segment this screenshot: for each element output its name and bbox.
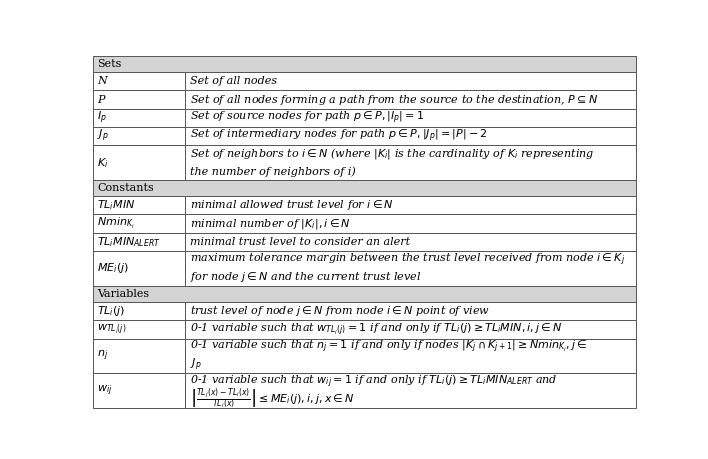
Bar [93,196,185,214]
Text: $TL_i(j)$: $TL_i(j)$ [97,304,125,318]
Bar [185,320,636,339]
Bar [185,233,636,251]
Text: Set of all nodes: Set of all nodes [190,76,277,86]
Bar [93,146,185,180]
Text: 0-1 variable such that $n_j = 1$ if and only if nodes $|K_j \cap K_{j+1}| \geq N: 0-1 variable such that $n_j = 1$ if and … [190,339,588,355]
Text: Variables: Variables [97,289,149,299]
Text: the number of neighbors of i): the number of neighbors of i) [190,166,355,177]
Bar [93,109,185,127]
Text: $\left|\frac{TL_j(x)-TL_i(x)}{TL_i(x)}\right| \leq ME_i(j), i, j, x \in N$: $\left|\frac{TL_j(x)-TL_i(x)}{TL_i(x)}\r… [190,386,355,412]
Text: Constants: Constants [97,183,154,193]
Bar [93,373,185,408]
Text: Set of source nodes for path $p \in P, |I_p| = 1$: Set of source nodes for path $p \in P, |… [190,110,424,126]
Text: P: P [97,95,105,105]
Bar [93,56,636,72]
Bar [93,180,636,196]
Bar [185,302,636,320]
Text: $w_{ij}$: $w_{ij}$ [97,383,113,397]
Text: $J_p$: $J_p$ [190,356,202,373]
Bar [93,233,185,251]
Text: Set of intermediary nodes for path $p \in P, |J_p| = |P| - 2$: Set of intermediary nodes for path $p \i… [190,128,488,145]
Bar [185,90,636,109]
Text: Set of all nodes forming a path from the source to the destination, $P \subseteq: Set of all nodes forming a path from the… [190,93,598,106]
Bar [185,373,636,408]
Bar [93,90,185,109]
Bar [93,72,185,90]
Bar [185,196,636,214]
Bar [93,127,185,146]
Text: maximum tolerance margin between the trust level received from node $i \in K_j$: maximum tolerance margin between the tru… [190,252,625,268]
Bar [93,339,185,373]
Text: $TL_iMIN_{ALERT}$: $TL_iMIN_{ALERT}$ [97,235,161,249]
Bar [93,302,185,320]
Bar [93,251,185,285]
Text: minimal trust level to consider an alert: minimal trust level to consider an alert [190,237,410,247]
Text: Set of neighbors to $i \in N$ (where $|K_i|$ is the cardinality of $K_i$ represe: Set of neighbors to $i \in N$ (where $|K… [190,146,595,162]
Bar [185,72,636,90]
Text: $TL_iMIN$: $TL_iMIN$ [97,198,136,212]
Text: $I_p$: $I_p$ [97,110,107,126]
Bar [185,109,636,127]
Text: 0-1 variable such that $w_{TL_i(j)} = 1$ if and only if $TL_i(j) \geq TL_iMIN, i: 0-1 variable such that $w_{TL_i(j)} = 1$… [190,321,563,338]
Bar [185,339,636,373]
Text: 0-1 variable such that $w_{ij} = 1$ if and only if $TL_i(j) \geq TL_iMIN_{ALERT}: 0-1 variable such that $w_{ij} = 1$ if a… [190,374,557,390]
Bar [185,146,636,180]
Bar [93,214,185,233]
Text: $n_j$: $n_j$ [97,349,108,363]
Text: minimal number of $|K_i|, i \in N$: minimal number of $|K_i|, i \in N$ [190,217,351,231]
Text: N: N [97,76,107,86]
Text: trust level of node $j \in N$ from node $i \in N$ point of view: trust level of node $j \in N$ from node … [190,304,490,318]
Bar [93,320,185,339]
Text: $ME_i(j)$: $ME_i(j)$ [97,262,130,275]
Bar [185,251,636,285]
Bar [93,285,636,302]
Bar [185,214,636,233]
Text: $J_p$: $J_p$ [97,128,109,145]
Bar [185,127,636,146]
Text: $w_{TL_i(j)}$: $w_{TL_i(j)}$ [97,322,127,336]
Text: Sets: Sets [97,59,122,69]
Text: $K_i$: $K_i$ [97,156,109,169]
Text: minimal allowed trust level for $i \in N$: minimal allowed trust level for $i \in N… [190,198,394,213]
Text: for node $j \in N$ and the current trust level: for node $j \in N$ and the current trust… [190,270,421,284]
Text: $Nmin_{K_i}$: $Nmin_{K_i}$ [97,216,135,231]
